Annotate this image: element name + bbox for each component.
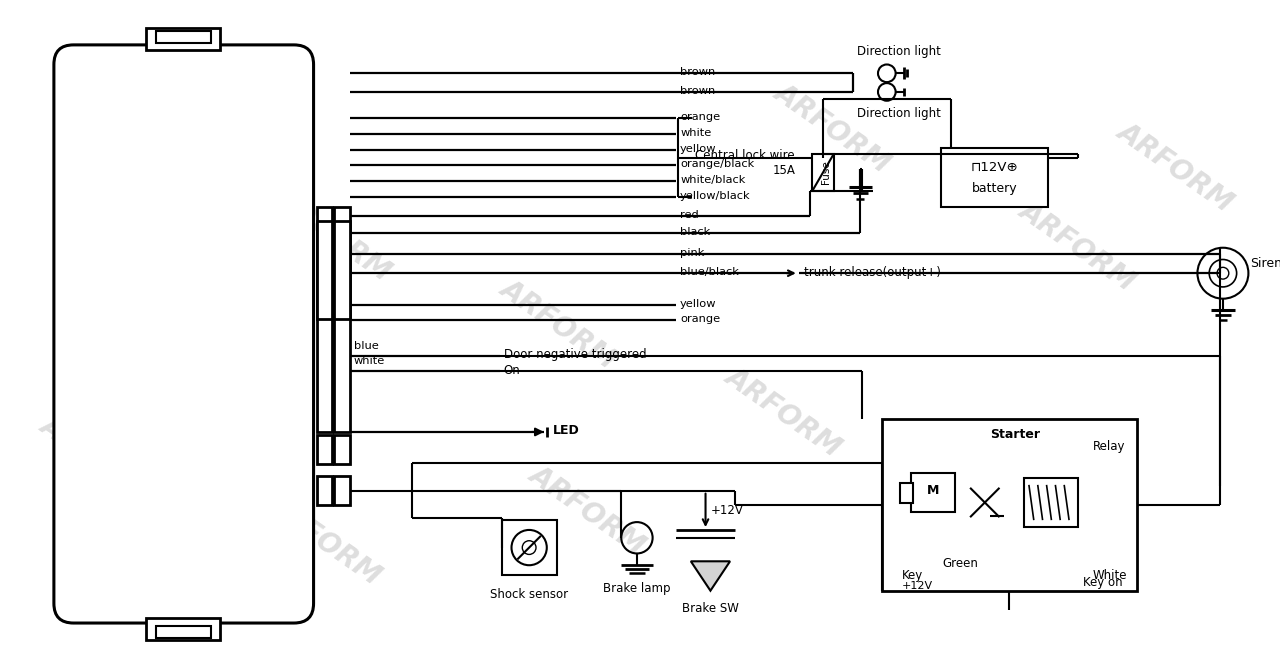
Text: Key: Key — [901, 570, 923, 582]
Text: white/black: white/black — [680, 175, 745, 185]
Text: Brake SW: Brake SW — [682, 602, 739, 615]
Text: Direction light: Direction light — [858, 45, 941, 58]
Text: Brake lamp: Brake lamp — [603, 582, 671, 595]
Bar — [156, 626, 211, 637]
Text: orange: orange — [680, 314, 721, 324]
Polygon shape — [691, 561, 730, 591]
Bar — [941, 148, 1048, 207]
Text: ARFORM: ARFORM — [1112, 118, 1239, 217]
Text: yellow: yellow — [680, 299, 717, 309]
FancyBboxPatch shape — [54, 45, 314, 623]
Bar — [502, 520, 557, 575]
Text: brown: brown — [680, 67, 716, 77]
Bar — [334, 207, 349, 432]
Bar — [316, 207, 333, 432]
Text: Green: Green — [942, 556, 978, 570]
Text: ARFORM: ARFORM — [525, 460, 652, 560]
Bar — [334, 476, 349, 505]
Bar — [316, 476, 333, 505]
Text: Central lock wire: Central lock wire — [695, 149, 795, 162]
Text: Direction light: Direction light — [858, 107, 941, 120]
Text: yellow/black: yellow/black — [680, 191, 750, 201]
Text: Shock sensor: Shock sensor — [490, 588, 568, 601]
Text: brown: brown — [680, 86, 716, 96]
Bar — [334, 221, 349, 319]
Bar — [911, 473, 955, 513]
Bar — [813, 153, 833, 191]
Text: ARFORM: ARFORM — [769, 78, 896, 178]
Text: ARFORM: ARFORM — [55, 98, 180, 198]
Text: Relay: Relay — [1092, 440, 1125, 453]
Bar — [156, 31, 211, 43]
Text: LED: LED — [553, 424, 580, 438]
Text: black: black — [680, 227, 710, 237]
Text: blue: blue — [353, 341, 379, 351]
Text: Siren: Siren — [1251, 257, 1280, 270]
Text: White: White — [1092, 570, 1126, 582]
Text: ARFORM: ARFORM — [1015, 196, 1140, 295]
Text: ⊓12V⊕: ⊓12V⊕ — [970, 161, 1019, 174]
Text: Fuse: Fuse — [820, 161, 831, 184]
Text: ARFORM: ARFORM — [495, 274, 622, 374]
Bar — [146, 29, 220, 50]
Text: 15A: 15A — [773, 164, 796, 177]
Text: trunk release(output+): trunk release(output+) — [804, 266, 941, 279]
Text: ARFORM: ARFORM — [721, 363, 847, 462]
Bar — [1024, 478, 1078, 527]
Bar — [316, 435, 333, 464]
Text: ARFORM: ARFORM — [35, 411, 161, 511]
Text: blue/black: blue/black — [680, 267, 739, 278]
Text: On: On — [503, 364, 521, 376]
Text: Starter: Starter — [989, 428, 1039, 442]
Text: ARFORM: ARFORM — [133, 274, 259, 374]
Text: +12V: +12V — [710, 504, 744, 517]
Text: ARFORM: ARFORM — [260, 489, 387, 590]
Text: battery: battery — [972, 183, 1018, 195]
Text: yellow: yellow — [680, 144, 717, 154]
Bar — [882, 419, 1137, 591]
Text: Key on: Key on — [1083, 576, 1123, 590]
Text: ARFORM: ARFORM — [937, 450, 1062, 550]
Text: pink: pink — [680, 248, 704, 258]
Text: white: white — [680, 128, 712, 138]
Bar — [334, 435, 349, 464]
Text: Door negative triggered: Door negative triggered — [503, 348, 646, 361]
Text: +12V: +12V — [901, 581, 933, 591]
Bar — [900, 483, 913, 503]
Text: ARFORM: ARFORM — [270, 186, 397, 286]
Bar — [316, 221, 333, 319]
Text: orange: orange — [680, 112, 721, 122]
Text: orange/black: orange/black — [680, 159, 754, 169]
Text: white: white — [353, 357, 385, 367]
Bar — [146, 618, 220, 639]
Text: M: M — [927, 484, 940, 497]
Text: red: red — [680, 210, 699, 220]
